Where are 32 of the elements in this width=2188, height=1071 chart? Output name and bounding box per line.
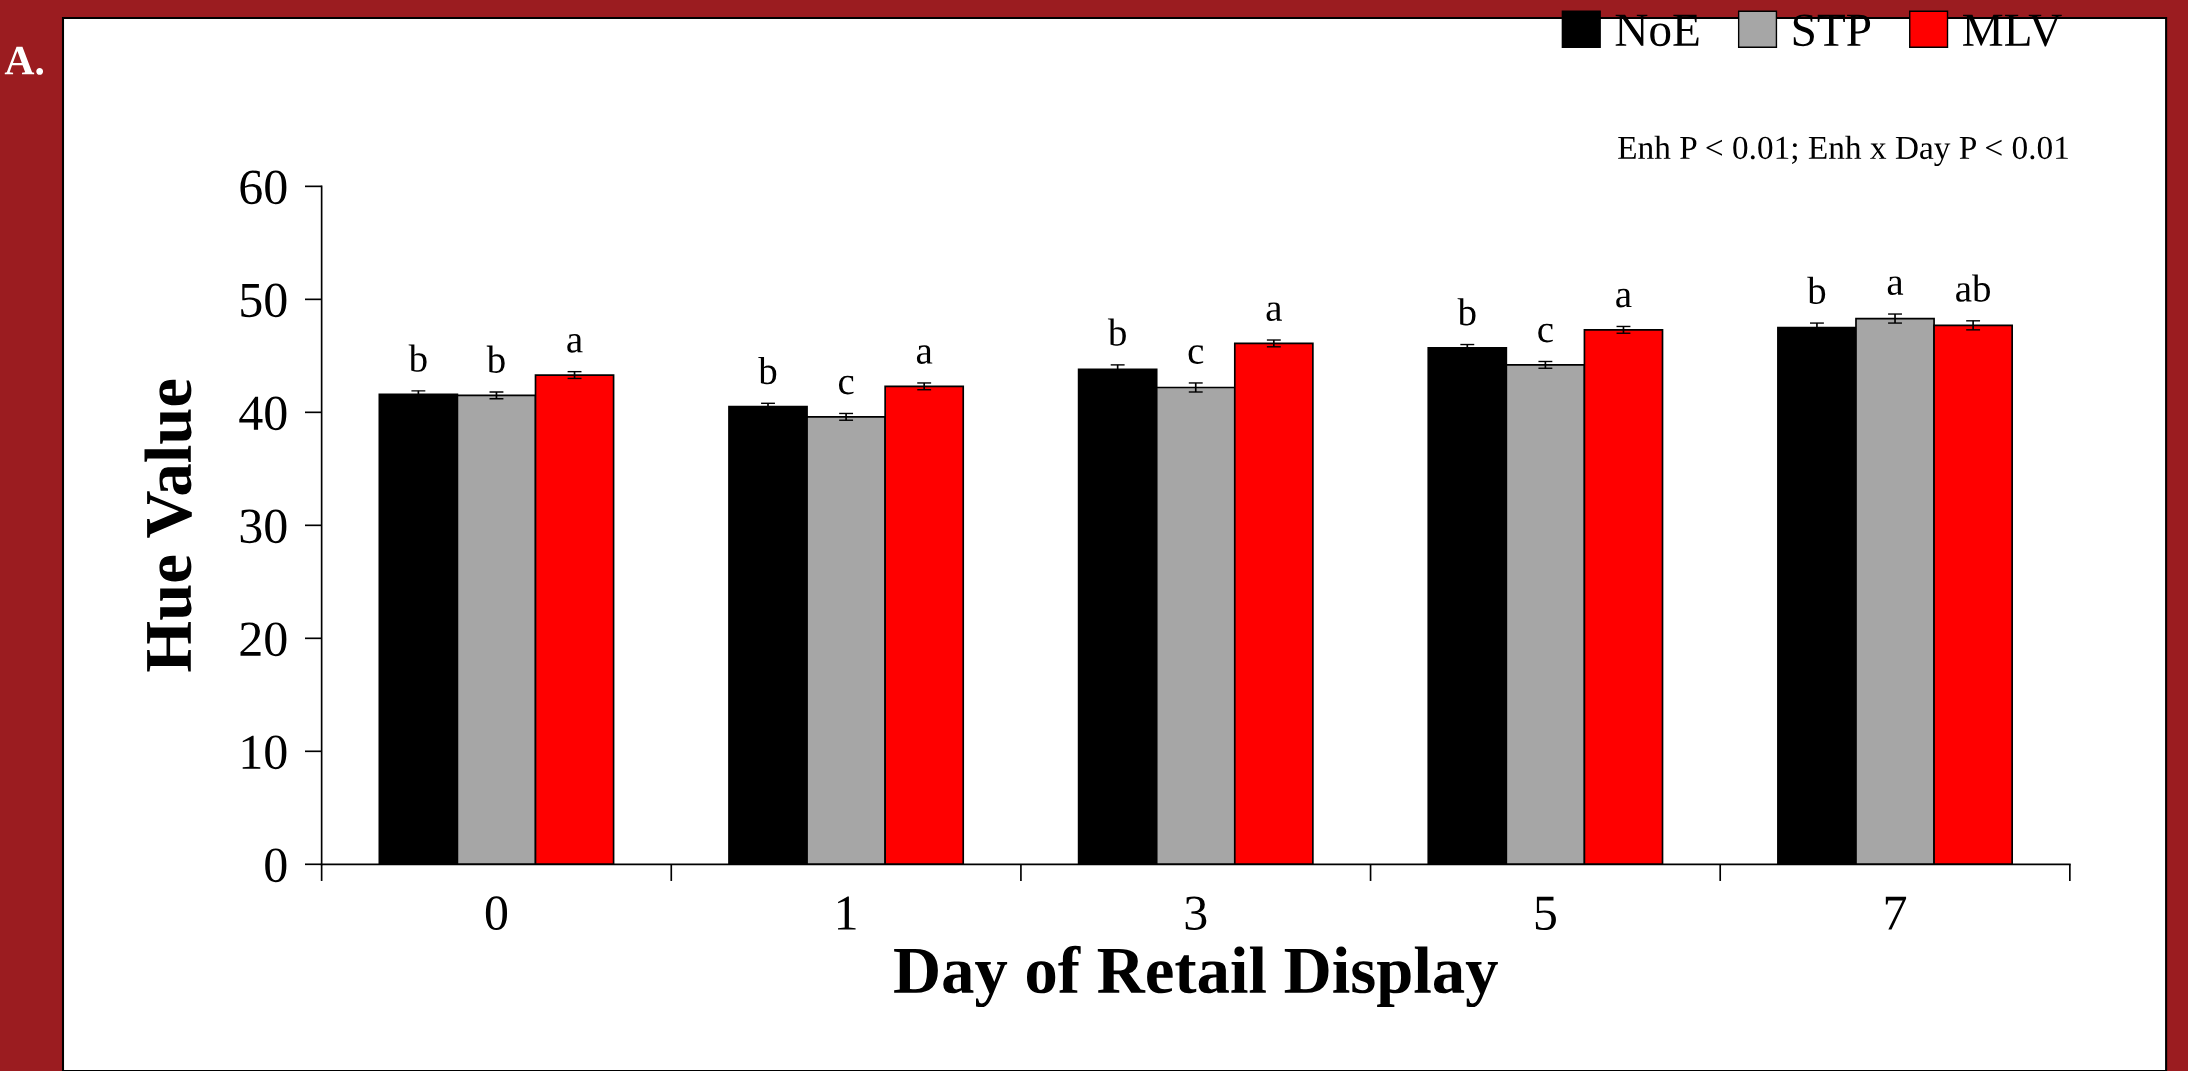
data-label: ab [1956, 274, 1990, 302]
x-tick-label: 3 [1185, 896, 1207, 931]
data-label: b [408, 344, 427, 372]
y-tick-label: 60 [240, 170, 287, 205]
y-tick-label: 50 [241, 283, 287, 318]
y-tick-label: 30 [240, 509, 287, 544]
data-label: c [1188, 345, 1204, 364]
x-axis-title: Day of Retail Display [894, 945, 1498, 1008]
y-tick-label: 40 [239, 396, 287, 431]
data-label: a [1616, 288, 1632, 308]
data-label: b [1457, 298, 1476, 326]
x-tick-label: 5 [1535, 896, 1556, 931]
x-tick-label: 1 [838, 896, 856, 930]
text: A. [4, 46, 44, 75]
data-label: b [1107, 318, 1126, 346]
data-label: a [916, 345, 933, 364]
y-tick-label: 20 [240, 622, 287, 657]
x-tick-label: 0 [485, 896, 508, 931]
y-tick-label: 10 [242, 735, 287, 770]
data-label: b [1807, 276, 1826, 305]
data-label: a [1266, 302, 1282, 322]
text: Enh P < 0.01; Enh x Day P < 0.01 [1618, 135, 2068, 167]
x-tick-label: 7 [1885, 896, 1907, 930]
y-axis-title: Hue Value [144, 379, 192, 672]
data-label: a [1887, 276, 1904, 296]
y-tick-label: 0 [265, 848, 287, 883]
data-label: a [567, 334, 583, 353]
legend-label: NoE [1615, 14, 1699, 47]
data-label: b [758, 356, 777, 385]
data-label: c [1538, 323, 1553, 343]
data-label: c [838, 375, 854, 395]
data-label: b [486, 345, 505, 373]
